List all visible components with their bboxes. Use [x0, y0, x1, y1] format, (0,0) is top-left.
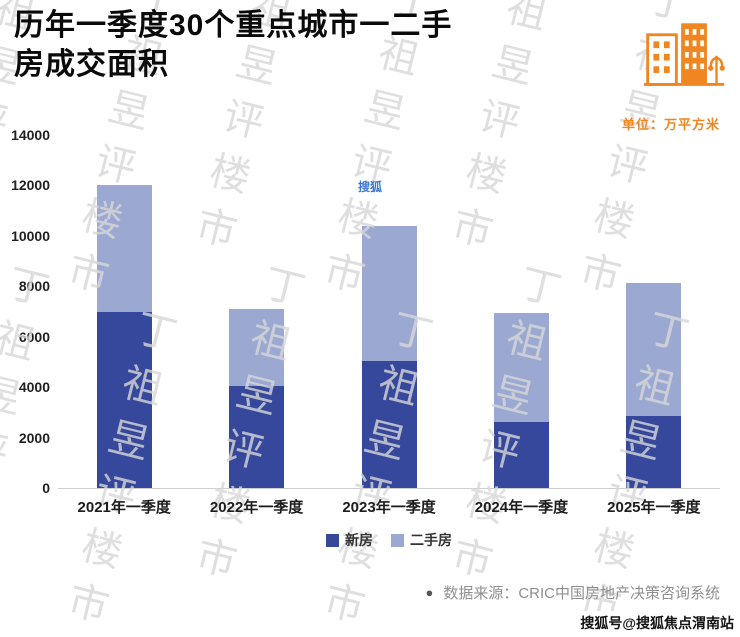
- bar-group-2021: [58, 135, 190, 488]
- header: 历年一季度30个重点城市一二手 房成交面积: [14, 6, 630, 84]
- legend-swatch-secondhand: [391, 533, 404, 547]
- bar-segment-secondhand: [626, 282, 682, 417]
- bar-group-2022: [190, 135, 322, 488]
- x-label-2025: 2025年一季度: [607, 499, 701, 516]
- legend-item-new: 新房: [326, 530, 373, 550]
- bar-group-2024: [455, 135, 587, 488]
- bullet-icon: ●: [425, 585, 434, 600]
- x-axis-labels: 2021年一季度 2022年一季度 2023年一季度 2024年一季度 2025…: [58, 496, 720, 517]
- bar-segment-new: [229, 385, 285, 488]
- legend: 新房 二手房: [58, 530, 720, 550]
- bar-group-2025: [588, 135, 720, 488]
- stacked-bar-2021: [96, 135, 152, 488]
- legend-label-secondhand: 二手房: [410, 532, 452, 548]
- buildings-icon: [640, 8, 728, 94]
- page-title: 历年一季度30个重点城市一二手 房成交面积: [14, 6, 630, 84]
- bar-segment-secondhand: [493, 312, 549, 423]
- unit-label: 单位：万平方米: [621, 117, 720, 132]
- bar-segment-secondhand: [229, 309, 285, 386]
- x-label-2023: 2023年一季度: [342, 499, 436, 516]
- legend-item-secondhand: 二手房: [391, 530, 452, 550]
- page-title-line1: 历年一季度30个重点城市一二手: [14, 9, 453, 42]
- stacked-bar-2022: [229, 135, 285, 488]
- source-text: 数据来源：CRIC中国房地产决策咨询系统: [443, 585, 720, 602]
- stacked-bar-2024: [493, 135, 549, 488]
- stacked-bar-2023: [361, 135, 417, 488]
- bar-segment-new: [361, 360, 417, 488]
- x-label-2024: 2024年一季度: [474, 499, 569, 516]
- stacked-bar-2025: [626, 135, 682, 488]
- legend-swatch-new: [326, 533, 339, 547]
- sohu-watermark-icon: 搜狐: [358, 180, 383, 194]
- chart-area: 0 2000 4000 6000 8000 10000 12000 14000: [10, 127, 720, 496]
- bar-group-2023: [323, 135, 455, 488]
- plot-area: [58, 135, 720, 489]
- y-axis: 0 2000 4000 6000 8000 10000 12000 14000: [11, 127, 50, 496]
- x-label-2022: 2022年一季度: [209, 499, 304, 516]
- bar-segment-new: [493, 422, 549, 488]
- sohu-account-badge: 搜狐号@搜狐焦点渭南站: [576, 611, 738, 635]
- bar-segment-new: [626, 416, 682, 488]
- legend-label-new: 新房: [345, 532, 373, 548]
- bar-segment-secondhand: [361, 225, 417, 361]
- bar-segment-new: [96, 311, 152, 488]
- data-source: ● 数据来源：CRIC中国房地产决策咨询系统: [425, 582, 720, 603]
- page-title-line2: 房成交面积: [14, 48, 169, 81]
- bar-segment-secondhand: [96, 185, 152, 312]
- x-label-2021: 2021年一季度: [77, 499, 171, 516]
